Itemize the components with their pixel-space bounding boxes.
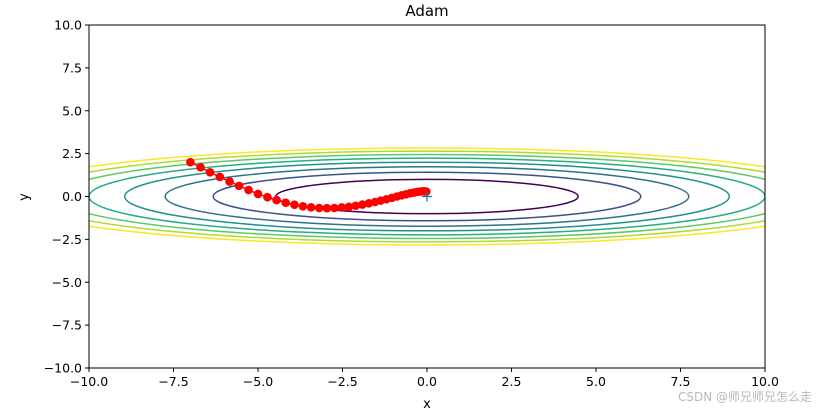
- path-point: [253, 189, 263, 199]
- x-tick-label: 10.0: [751, 374, 779, 389]
- x-tick-label: −10.0: [70, 374, 108, 389]
- y-axis-label: y: [17, 193, 32, 201]
- path-point: [234, 181, 244, 191]
- y-tick-label: 2.5: [62, 146, 82, 161]
- path-point: [215, 172, 225, 182]
- path-point: [186, 157, 195, 167]
- contour-line-5: [89, 157, 765, 236]
- y-tick-label: −2.5: [52, 232, 82, 247]
- path-point: [281, 198, 291, 207]
- x-tick-label: 5.0: [586, 374, 606, 389]
- x-axis-label: x: [423, 397, 431, 412]
- path-point: [322, 203, 332, 213]
- path-point: [244, 185, 253, 195]
- path-point: [344, 202, 354, 212]
- path-point: [337, 203, 347, 212]
- path-point: [225, 177, 234, 186]
- contour-line-3: [164, 166, 690, 227]
- path-point: [351, 201, 360, 211]
- path-point: [205, 168, 215, 177]
- contour-line-4: [123, 161, 731, 232]
- path-point: [263, 192, 272, 202]
- path-point: [314, 203, 324, 213]
- y-axis-ticks: 10.0 7.5 5.0 2.5 0.0 −2.5 −5.0 −7.5 −10.0: [44, 18, 89, 376]
- path-point: [358, 200, 367, 209]
- chart-title: Adam: [405, 2, 448, 20]
- y-tick-label: −7.5: [52, 318, 82, 333]
- y-tick-label: 5.0: [62, 103, 82, 118]
- x-tick-label: −5.0: [243, 374, 273, 389]
- x-tick-label: −7.5: [158, 374, 188, 389]
- x-tick-label: 7.5: [671, 374, 691, 389]
- path-point: [306, 203, 316, 212]
- x-tick-label: 2.5: [502, 374, 522, 389]
- path-point: [422, 187, 431, 196]
- path-point: [330, 203, 339, 213]
- x-tick-label: 0.0: [417, 374, 437, 389]
- path-point: [298, 201, 308, 211]
- path-point: [290, 200, 299, 210]
- contour-line-7: [89, 150, 765, 243]
- contour-layer: [89, 147, 765, 246]
- y-tick-label: −10.0: [44, 361, 82, 376]
- path-point: [272, 195, 281, 205]
- y-tick-label: 7.5: [62, 60, 82, 75]
- contour-line-6: [89, 153, 765, 240]
- x-tick-label: −2.5: [327, 374, 357, 389]
- optimizer-path: [186, 157, 431, 213]
- x-axis-ticks: −10.0 −7.5 −5.0 −2.5 0.0 2.5 5.0 7.5 10.0: [70, 368, 779, 389]
- minimum-marker-layer: [422, 191, 432, 202]
- y-tick-label: 10.0: [54, 18, 82, 33]
- y-tick-label: 0.0: [62, 189, 82, 204]
- watermark: CSDN @师兄师兄怎么走: [678, 389, 812, 404]
- contour-line-2: [212, 171, 642, 222]
- contour-line-8: [89, 147, 765, 246]
- y-tick-label: −5.0: [52, 275, 82, 290]
- path-point: [196, 163, 205, 172]
